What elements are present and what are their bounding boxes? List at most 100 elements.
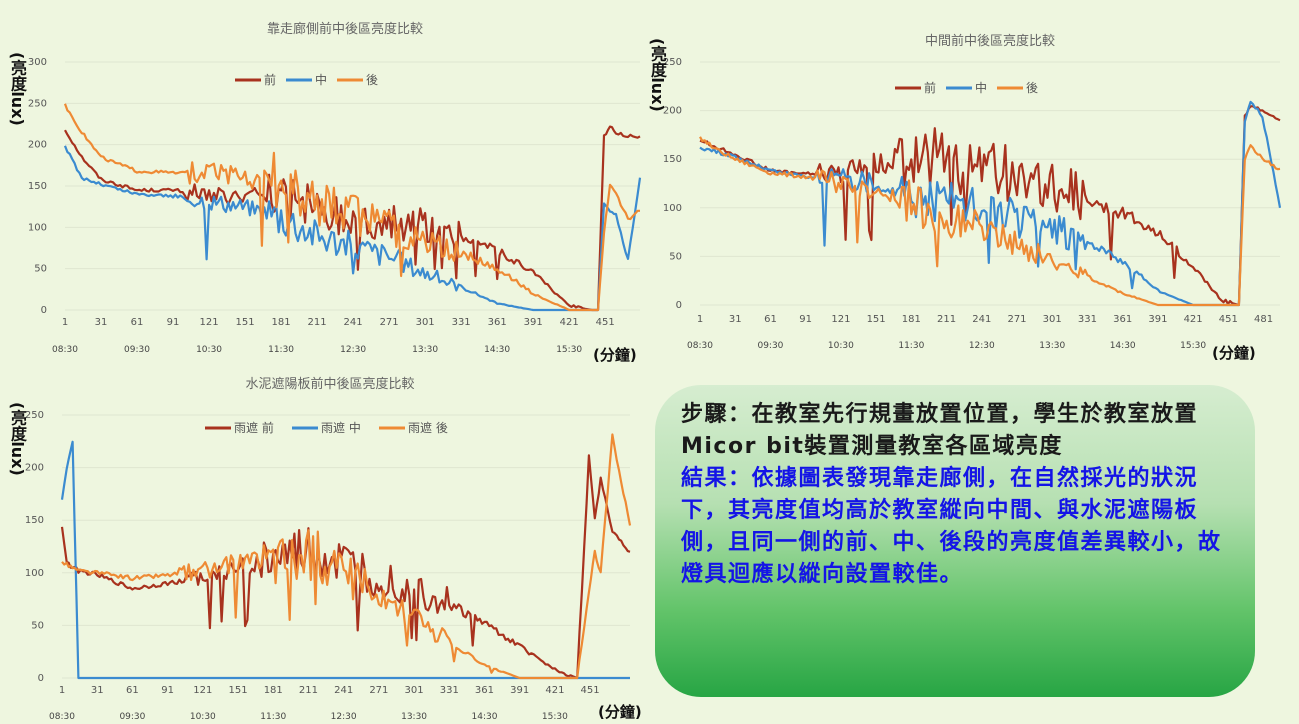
time-label: 08:30 (687, 341, 713, 351)
x-tick-label: 331 (452, 317, 471, 328)
x-tick-label: 151 (228, 685, 247, 696)
x-tick-label: 1 (62, 317, 68, 328)
time-label: 11:30 (260, 712, 286, 722)
x-tick-label: 301 (405, 685, 424, 696)
sunshade-chart: 水泥遮陽板前中後區亮度比較 (分鐘) 0 50 100 150 200 250 1 31 61 9… (25, 376, 642, 722)
y-tick-label: 0 (41, 305, 47, 316)
y-tick-label: 100 (663, 203, 682, 214)
x-tick-label: 31 (95, 317, 108, 328)
x-tick-label: 151 (867, 314, 886, 325)
x-tick-label: 181 (272, 317, 291, 328)
time-label: 14:30 (484, 345, 510, 355)
time-label: 14:30 (1110, 341, 1136, 351)
time-label: 12:30 (331, 712, 357, 722)
time-label: 15:30 (542, 712, 568, 722)
x-tick-label: 121 (831, 314, 850, 325)
time-label: 15:30 (556, 345, 582, 355)
y-tick-label: 300 (28, 57, 47, 68)
legend-label: 雨遮 中 (321, 420, 361, 435)
time-label: 14:30 (472, 712, 498, 722)
x-tick-label: 1 (697, 314, 703, 325)
series-line-middle (63, 145, 642, 312)
y-tick-label: 200 (25, 463, 44, 474)
series-line-middle (699, 100, 1282, 307)
legend-label: 前 (924, 80, 936, 95)
series-line-back (63, 103, 640, 312)
legend-label: 雨遮 前 (234, 420, 274, 435)
y-tick-label: 200 (663, 106, 682, 117)
x-tick-label: 91 (161, 685, 174, 696)
x-tick-label: 361 (475, 685, 494, 696)
y-axis-label: (亮度lux) (648, 38, 667, 112)
x-tick-label: 361 (488, 317, 507, 328)
time-label: 11:30 (898, 341, 924, 351)
x-tick-label: 421 (1184, 314, 1203, 325)
x-tick-label: 391 (510, 685, 529, 696)
y-tick-label: 100 (28, 222, 47, 233)
time-label: 11:30 (268, 345, 294, 355)
legend-label: 雨遮 後 (408, 420, 448, 435)
time-label: 10:30 (196, 345, 222, 355)
chart-title: 水泥遮陽板前中後區亮度比較 (245, 376, 414, 392)
x-tick-label: 391 (1148, 314, 1167, 325)
y-tick-label: 50 (669, 251, 682, 262)
series-line-front (64, 125, 641, 312)
y-tick-label: 100 (25, 568, 44, 579)
x-tick-label: 271 (380, 317, 399, 328)
series-line-front (60, 454, 631, 680)
x-unit-label: (分鐘) (1212, 344, 1256, 362)
x-tick-label: 241 (972, 314, 991, 325)
time-label: 15:30 (1180, 341, 1206, 351)
y-tick-label: 0 (676, 300, 682, 311)
x-tick-label: 1 (59, 685, 65, 696)
corridor-side-chart: 靠走廊側前中後區亮度比較 (分鐘) 0 50 100 150 200 250 300 1 31 6… (28, 21, 642, 364)
y-tick-label: 150 (663, 154, 682, 165)
x-tick-label: 331 (1078, 314, 1097, 325)
x-tick-label: 31 (729, 314, 742, 325)
y-tick-label: 250 (663, 57, 682, 68)
y-tick-label: 50 (34, 264, 47, 275)
x-tick-label: 121 (193, 685, 212, 696)
x-tick-label: 271 (1007, 314, 1026, 325)
x-tick-label: 211 (299, 685, 318, 696)
time-label: 09:30 (757, 341, 783, 351)
y-tick-label: 150 (25, 515, 44, 526)
result-text: 結果：依據圖表發現靠走廊側，在自然採光的狀況下，其亮度值均高於教室縱向中間、與水… (681, 466, 1222, 587)
time-label: 13:30 (412, 345, 438, 355)
x-tick-label: 421 (560, 317, 579, 328)
x-tick-label: 181 (902, 314, 921, 325)
y-axis-label: (亮度lux) (8, 402, 27, 476)
x-tick-label: 421 (545, 685, 564, 696)
x-tick-label: 361 (1113, 314, 1132, 325)
x-tick-label: 301 (1043, 314, 1062, 325)
time-label: 13:30 (1039, 341, 1065, 351)
y-tick-label: 0 (38, 673, 44, 684)
time-label: 08:30 (52, 345, 78, 355)
time-label: 10:30 (828, 341, 854, 351)
y-tick-label: 150 (28, 181, 47, 192)
y-tick-label: 50 (31, 620, 44, 631)
x-tick-label: 481 (1254, 314, 1273, 325)
x-tick-label: 451 (581, 685, 600, 696)
x-tick-label: 451 (1219, 314, 1238, 325)
x-tick-label: 331 (440, 685, 459, 696)
x-tick-label: 61 (764, 314, 777, 325)
series-line-back (61, 433, 632, 680)
x-tick-label: 241 (344, 317, 363, 328)
legend-label: 後 (1026, 81, 1038, 95)
x-tick-label: 61 (126, 685, 139, 696)
x-tick-label: 391 (524, 317, 543, 328)
chart-title: 中間前中後區亮度比較 (925, 33, 1055, 49)
chart-title: 靠走廊側前中後區亮度比較 (267, 21, 423, 37)
x-tick-label: 241 (334, 685, 353, 696)
x-tick-label: 211 (308, 317, 327, 328)
time-label: 10:30 (190, 712, 216, 722)
x-tick-label: 181 (264, 685, 283, 696)
y-tick-label: 200 (28, 140, 47, 151)
x-tick-label: 121 (200, 317, 219, 328)
legend-label: 中 (315, 72, 327, 87)
x-tick-label: 151 (236, 317, 255, 328)
x-tick-label: 91 (799, 314, 812, 325)
x-tick-label: 61 (131, 317, 144, 328)
x-tick-label: 451 (596, 317, 615, 328)
